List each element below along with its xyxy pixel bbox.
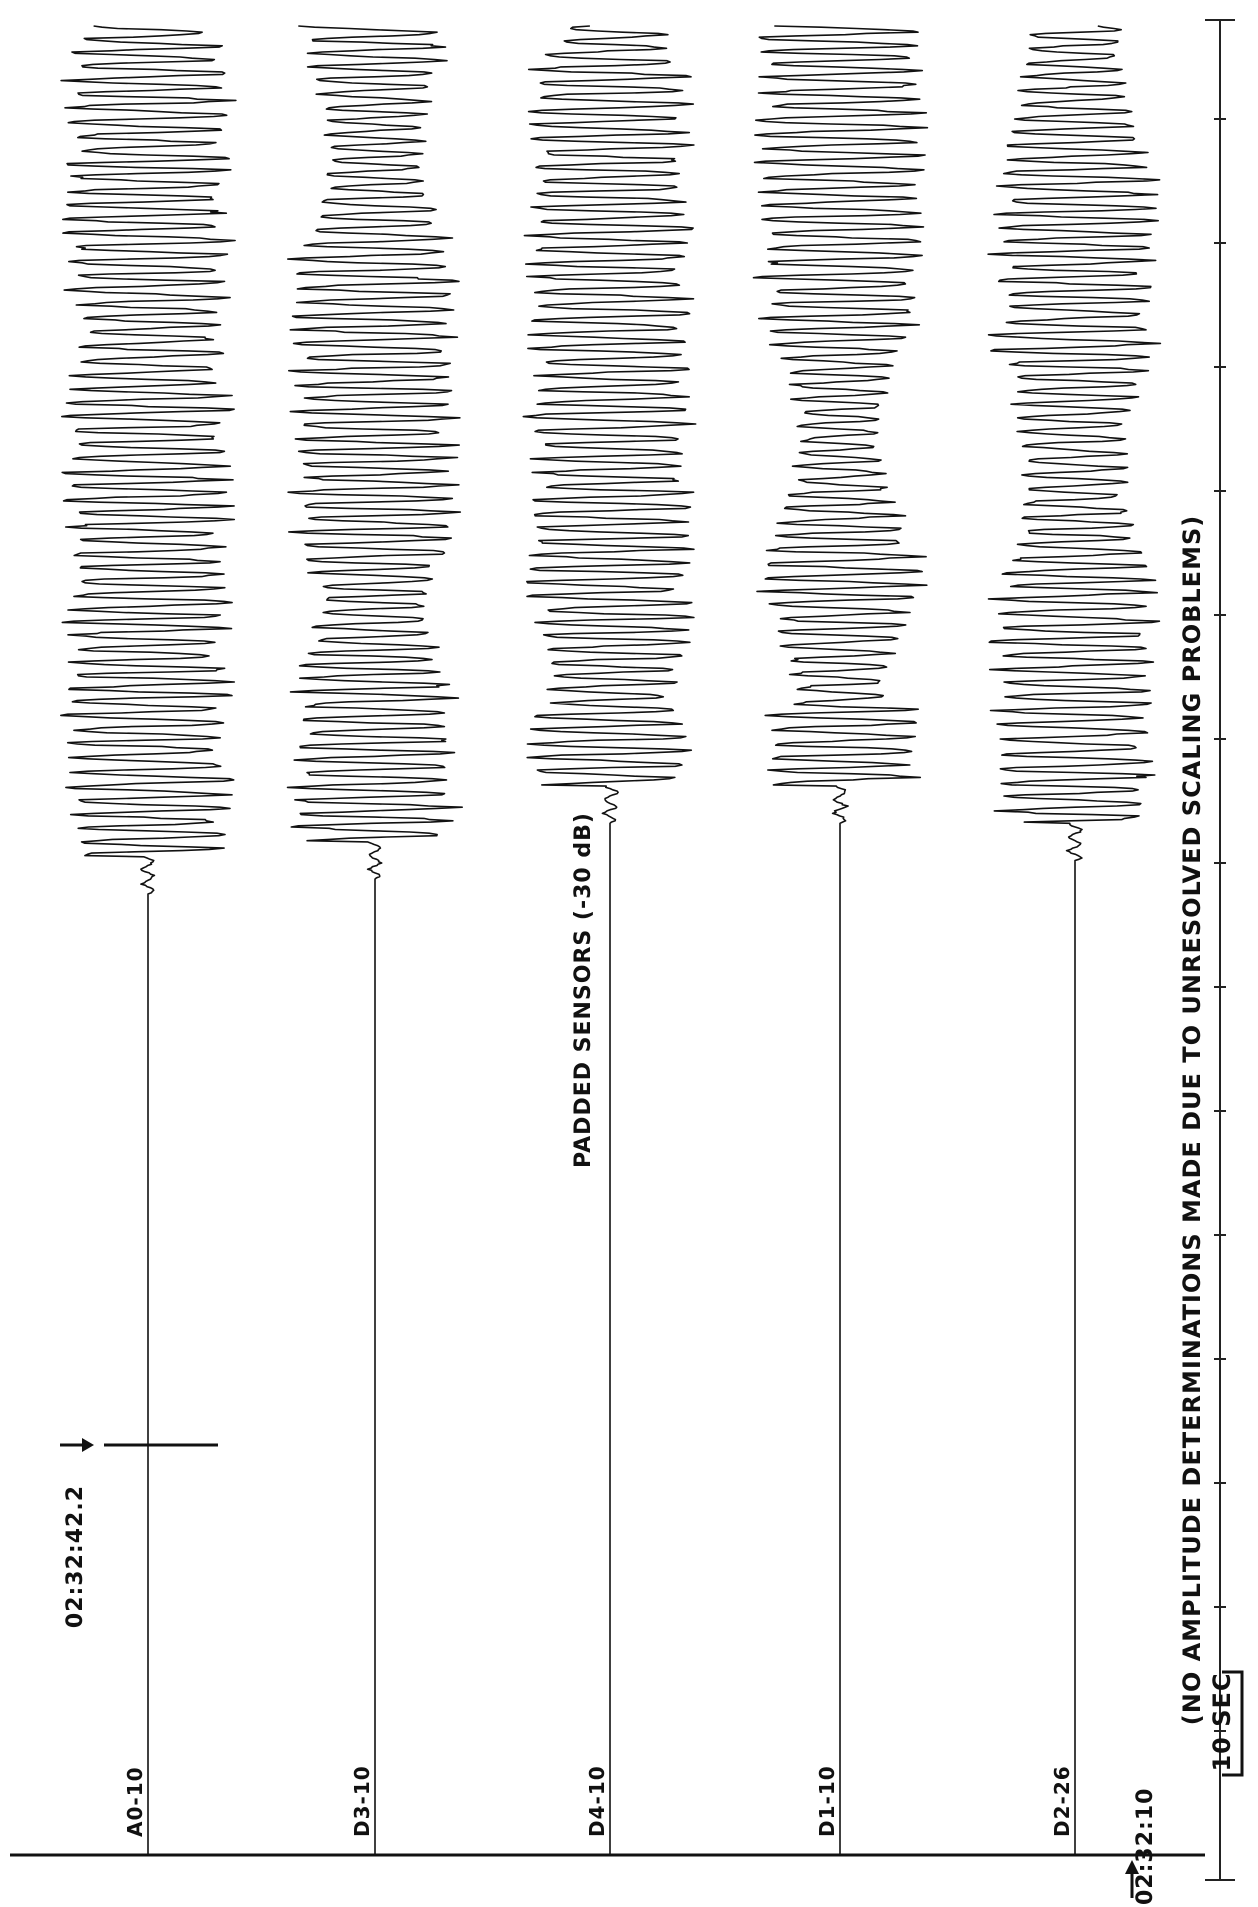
scale-bar [1222,1670,1244,1777]
trace-labels: A0-10 D3-10 D4-10 D1-10 D2-26 [123,1765,1074,1837]
time-scale-ticks [1205,19,1235,1881]
onset-time-label: 02:32:42.2 [63,1485,88,1628]
trace-d1-10 [752,25,929,1855]
trace-d3-10 [286,25,464,1855]
trace-label: D3-10 [350,1765,374,1837]
seismic-traces [59,25,1162,1855]
trace-label: D1-10 [815,1765,839,1837]
trace-label: D4-10 [585,1765,609,1837]
trace-a0-10 [59,25,237,1855]
trace-label: A0-10 [123,1766,147,1837]
footnote: (NO AMPLITUDE DETERMINATIONS MADE DUE TO… [1178,515,1206,1725]
start-time-label: 02:32:10 [1133,1788,1158,1905]
scale-bar-label: 10 SEC [1208,1672,1236,1771]
trace-d2-26 [987,25,1162,1855]
trace-label: D2-26 [1050,1765,1074,1837]
onset-arrow-head [82,1438,94,1452]
chart-title: PADDED SENSORS (-30 dB) [571,812,596,1168]
start-arrow-head [1125,1860,1139,1874]
trace-d4-10 [522,25,697,1855]
